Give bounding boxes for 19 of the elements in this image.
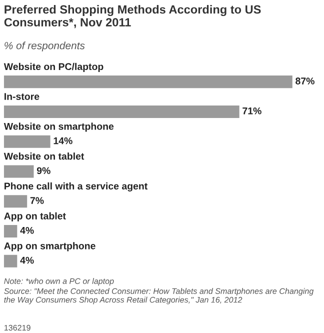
data-label: 87% [296, 78, 314, 84]
data-label: 4% [20, 226, 34, 234]
data-label: 7% [30, 197, 44, 204]
data-label: 9% [36, 167, 50, 174]
y-tick-label: App on tablet [4, 212, 66, 222]
data-label: 14% [54, 137, 72, 144]
data-label: 71% [242, 107, 262, 114]
chart-subtitle: % of respondents [4, 42, 85, 52]
y-tick-label: Website on tablet [4, 152, 84, 160]
source-note: Source: "Meet the Connected Consumer: How Tablets and Smartphones are Changing the Way Consumers Shop Across Retail Categories," Jan 16, 2012 [4, 288, 314, 304]
chart-title: Preferred Shopping Methods According to US Consumers*, Nov 2011 [4, 4, 261, 28]
y-tick-label: Website on PC/laptop [4, 62, 104, 72]
y-tick-label: App on smartphone [4, 242, 96, 252]
text: Note: *who own a PC or laptop [4, 278, 114, 286]
data-label: 4% [20, 256, 34, 264]
y-tick-label: Website on smartphone [4, 122, 114, 132]
y-tick-label: Phone call with a service agent [4, 182, 148, 192]
text: 136219 [4, 324, 30, 331]
y-tick-label: In-store [4, 93, 40, 100]
